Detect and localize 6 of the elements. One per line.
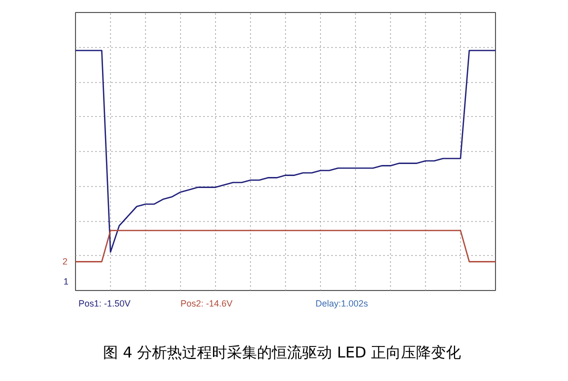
text: 2	[62, 256, 68, 266]
text: 1	[64, 276, 69, 286]
text: Pos1: -1.50V	[78, 298, 131, 308]
text: 图 4 分析热过程时采集的恒流驱动 LED 正向压降变化	[103, 344, 462, 362]
text: Pos2: -14.6V	[180, 298, 233, 308]
text: Delay:1.002s	[316, 298, 369, 308]
